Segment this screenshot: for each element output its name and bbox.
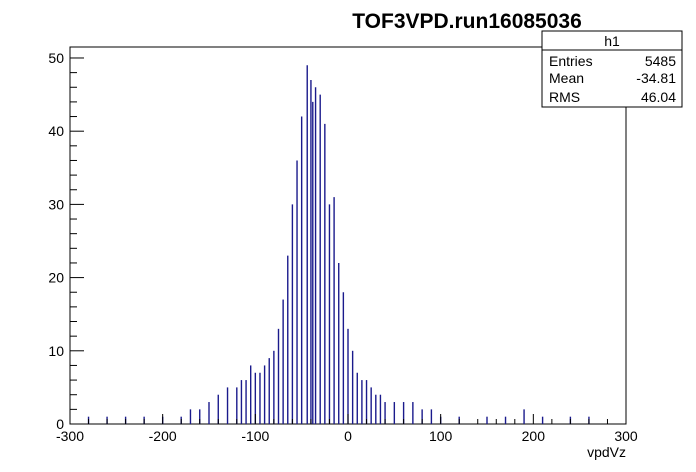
x-axis-ticks: -300 -200 -100 0 100 200 300 <box>56 414 638 444</box>
x-tick-label: -100 <box>241 428 269 444</box>
stats-box-frame <box>541 30 683 108</box>
histogram-bars <box>87 65 590 424</box>
y-tick-label: 30 <box>48 196 64 212</box>
x-tick-label: -300 <box>56 428 84 444</box>
y-tick-label: 0 <box>56 416 64 432</box>
stats-label-entries: Entries <box>549 53 593 69</box>
stats-value-mean: -34.81 <box>636 70 676 86</box>
x-tick-label: 100 <box>429 428 453 444</box>
stats-box-title: h1 <box>604 33 620 49</box>
y-tick-label: 50 <box>48 50 64 66</box>
stats-value-rms: 46.04 <box>641 89 676 105</box>
x-tick-label: 300 <box>614 428 638 444</box>
y-tick-label: 40 <box>48 123 64 139</box>
x-tick-label: 0 <box>344 428 352 444</box>
x-tick-label: 200 <box>522 428 546 444</box>
y-tick-label: 10 <box>48 343 64 359</box>
x-axis-label: vpdVz <box>587 444 626 460</box>
y-tick-label: 20 <box>48 270 64 286</box>
y-axis-ticks: 0 10 20 30 40 50 <box>48 50 84 432</box>
stats-value-entries: 5485 <box>645 53 676 69</box>
x-tick-label: -200 <box>149 428 177 444</box>
stats-box: h1 Entries 5485 Mean -34.81 RMS 46.04 <box>541 30 683 108</box>
chart-title: TOF3VPD.run16085036 <box>352 10 582 33</box>
stats-label-rms: RMS <box>549 89 580 105</box>
stats-label-mean: Mean <box>549 70 584 86</box>
